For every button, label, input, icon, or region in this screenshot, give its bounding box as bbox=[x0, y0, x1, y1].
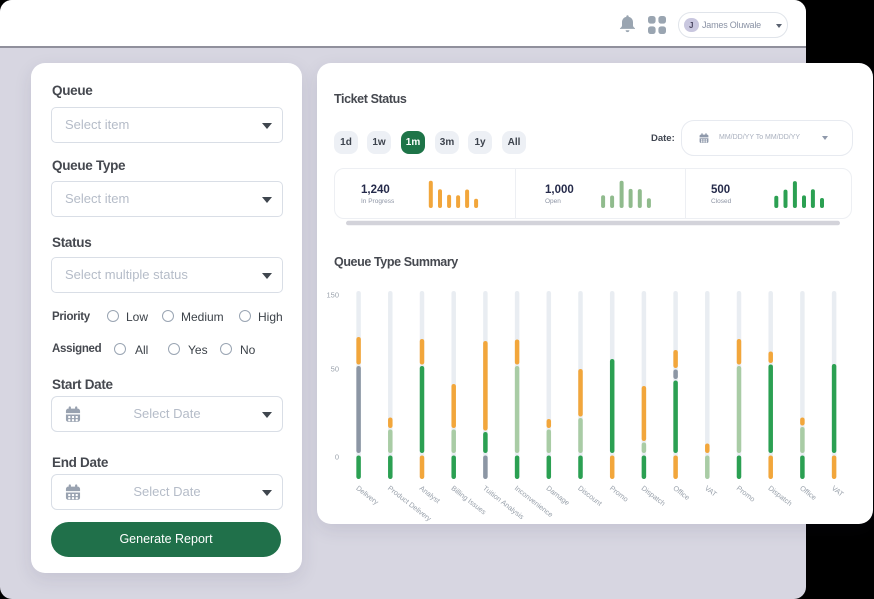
svg-text:Damage: Damage bbox=[545, 483, 572, 507]
svg-text:50: 50 bbox=[331, 365, 339, 374]
svg-text:150: 150 bbox=[326, 291, 339, 300]
svg-text:VAT: VAT bbox=[703, 483, 719, 498]
svg-text:Discount: Discount bbox=[576, 483, 604, 507]
svg-text:Promo: Promo bbox=[735, 483, 757, 503]
svg-text:Office: Office bbox=[798, 483, 818, 502]
svg-text:VAT: VAT bbox=[830, 483, 846, 498]
svg-text:Office: Office bbox=[671, 483, 691, 502]
svg-text:Promo: Promo bbox=[608, 483, 630, 503]
svg-text:0: 0 bbox=[335, 453, 339, 462]
svg-text:Dispatch: Dispatch bbox=[766, 483, 794, 507]
svg-text:Analyst: Analyst bbox=[418, 483, 442, 505]
svg-text:Dispatch: Dispatch bbox=[640, 483, 668, 507]
svg-text:Delivery: Delivery bbox=[354, 483, 380, 506]
